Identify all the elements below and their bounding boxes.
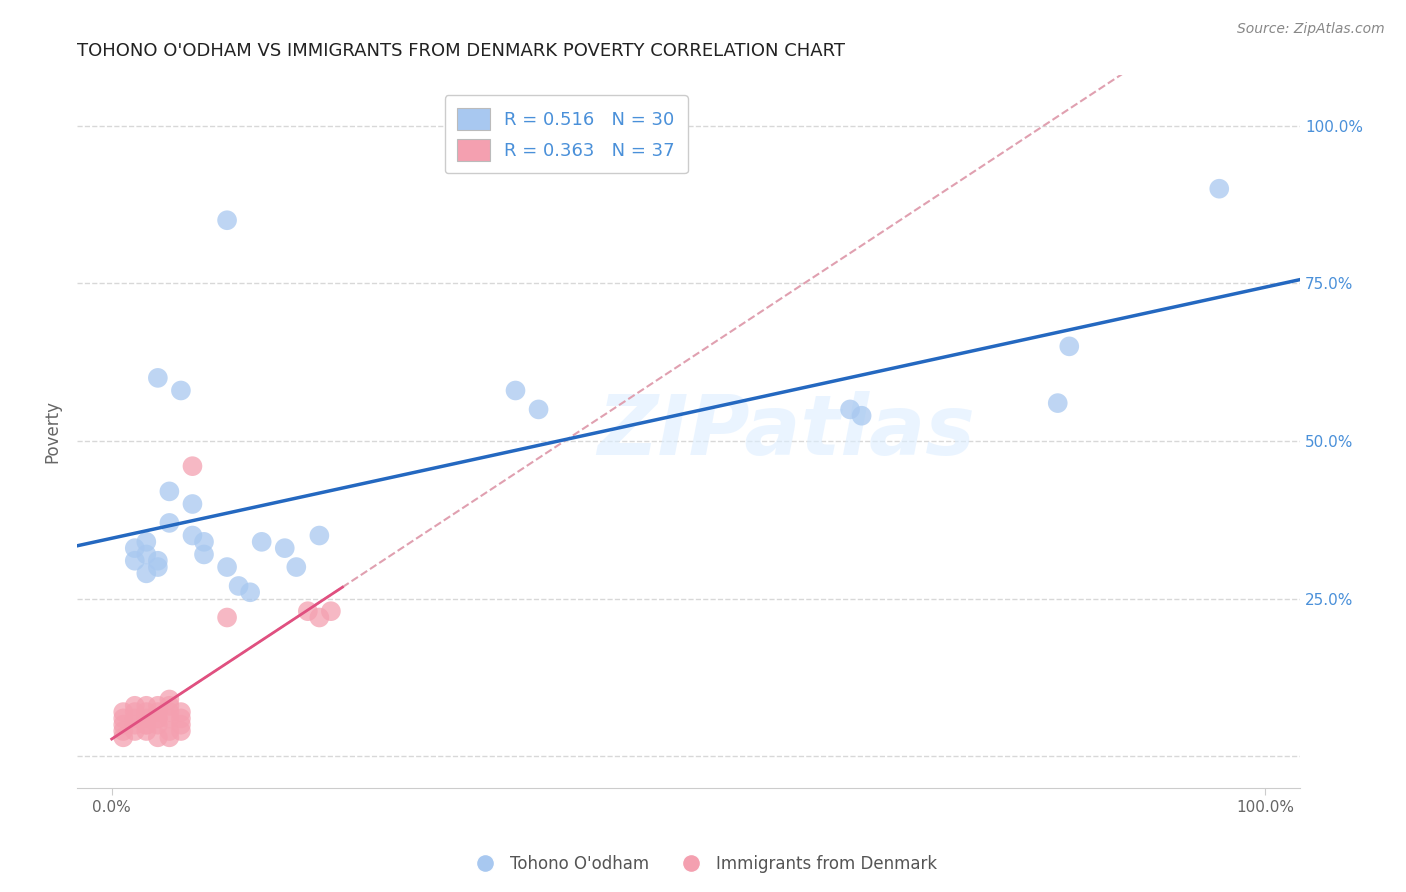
Point [170,724,193,739]
Point [217,610,239,624]
Point [146,711,169,725]
Point [112,724,135,739]
Point [124,717,146,731]
Point [112,711,135,725]
Point [157,711,180,725]
Point [135,698,157,713]
Point [135,717,157,731]
Point [112,705,135,719]
Point [217,213,239,227]
Point [124,554,146,568]
Point [157,731,180,745]
Y-axis label: Poverty: Poverty [44,400,60,463]
Point [124,541,146,556]
Legend: R = 0.516   N = 30, R = 0.363   N = 37: R = 0.516 N = 30, R = 0.363 N = 37 [444,95,688,173]
Point [217,560,239,574]
Point [157,724,180,739]
Point [135,534,157,549]
Point [146,731,169,745]
Point [146,371,169,385]
Point [839,402,862,417]
Point [135,724,157,739]
Point [146,554,169,568]
Point [124,705,146,719]
Point [146,705,169,719]
Point [157,705,180,719]
Point [527,402,550,417]
Point [319,604,342,618]
Point [124,698,146,713]
Point [1046,396,1069,410]
Point [297,604,319,618]
Point [135,566,157,581]
Point [851,409,873,423]
Point [146,560,169,574]
Point [170,384,193,398]
Point [157,516,180,530]
Point [308,528,330,542]
Point [193,534,215,549]
Legend: Tohono O'odham, Immigrants from Denmark: Tohono O'odham, Immigrants from Denmark [463,848,943,880]
Point [170,717,193,731]
Point [285,560,308,574]
Point [274,541,297,556]
Point [250,534,273,549]
Point [181,528,204,542]
Point [124,724,146,739]
Point [157,698,180,713]
Point [193,548,215,562]
Point [135,705,157,719]
Point [157,484,180,499]
Text: TOHONO O'ODHAM VS IMMIGRANTS FROM DENMARK POVERTY CORRELATION CHART: TOHONO O'ODHAM VS IMMIGRANTS FROM DENMAR… [77,42,845,60]
Point [146,711,169,725]
Point [157,692,180,706]
Point [170,711,193,725]
Point [170,705,193,719]
Point [239,585,262,599]
Point [228,579,250,593]
Point [146,717,169,731]
Point [146,698,169,713]
Text: Source: ZipAtlas.com: Source: ZipAtlas.com [1237,22,1385,37]
Text: ZIPatlas: ZIPatlas [598,391,976,472]
Point [112,731,135,745]
Point [1059,339,1081,353]
Point [308,610,330,624]
Point [1208,182,1230,196]
Point [124,711,146,725]
Point [135,548,157,562]
Point [135,717,157,731]
Point [505,384,527,398]
Point [181,459,204,474]
Point [181,497,204,511]
Point [112,717,135,731]
Point [135,711,157,725]
